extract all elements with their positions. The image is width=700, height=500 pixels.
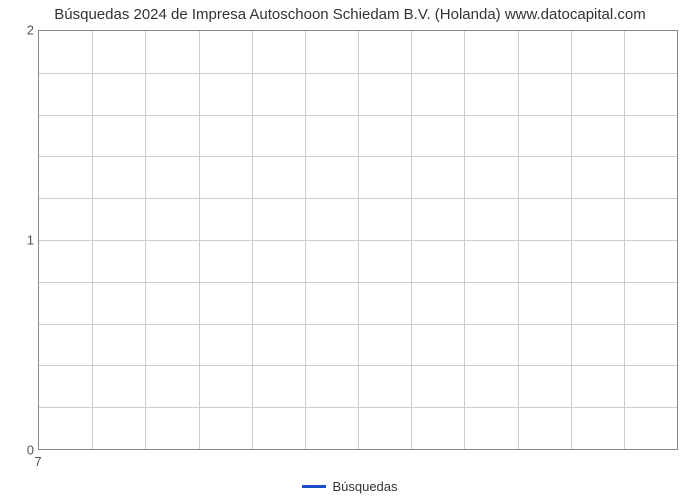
- legend-label: Búsquedas: [332, 479, 397, 494]
- y-tick-label: 1: [4, 233, 34, 248]
- grid-line-v: [199, 31, 200, 449]
- grid-line-v: [252, 31, 253, 449]
- grid-line-v: [411, 31, 412, 449]
- legend: Búsquedas: [0, 478, 700, 494]
- grid-line-v: [145, 31, 146, 449]
- grid-line-v: [571, 31, 572, 449]
- chart-container: Búsquedas 2024 de Impresa Autoschoon Sch…: [0, 0, 700, 500]
- plot-area: [38, 30, 678, 450]
- y-tick-label: 0: [4, 443, 34, 458]
- grid-line-v: [518, 31, 519, 449]
- chart-title: Búsquedas 2024 de Impresa Autoschoon Sch…: [0, 6, 700, 23]
- x-tick-label: 7: [34, 454, 41, 469]
- legend-swatch: [302, 485, 326, 488]
- grid-line-v: [358, 31, 359, 449]
- grid-line-v: [92, 31, 93, 449]
- y-tick-label: 2: [4, 23, 34, 38]
- grid-line-v: [305, 31, 306, 449]
- grid-line-v: [624, 31, 625, 449]
- grid-line-v: [464, 31, 465, 449]
